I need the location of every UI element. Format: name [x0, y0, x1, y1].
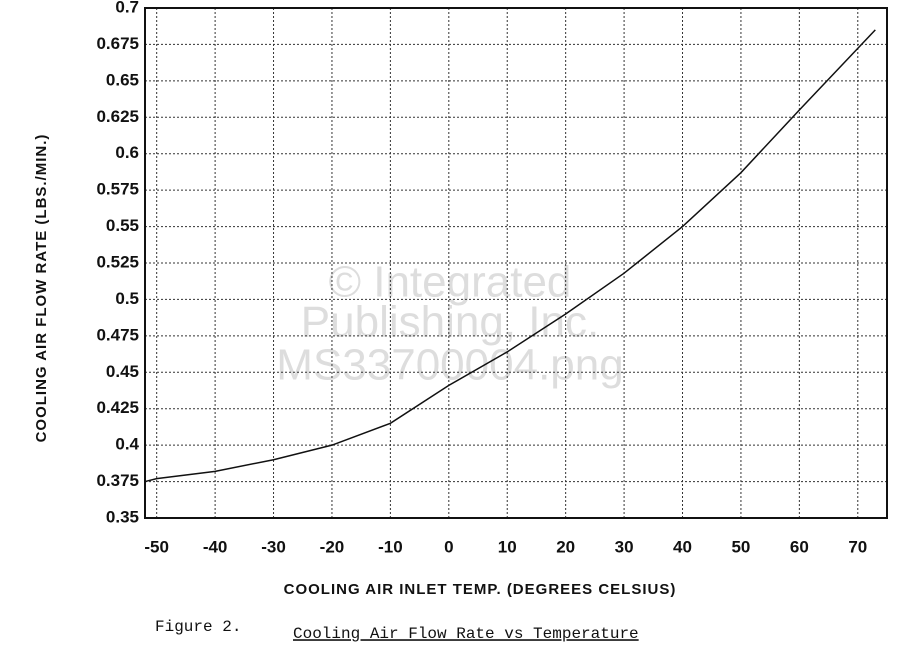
x-tick-label: 0 — [444, 537, 453, 556]
y-tick-label: 0.475 — [96, 325, 139, 344]
y-tick-label: 0.375 — [96, 471, 139, 490]
y-tick-label: 0.35 — [106, 507, 139, 526]
x-tick-label: 60 — [790, 537, 809, 556]
y-tick-label: 0.65 — [106, 70, 139, 89]
x-tick-label: 70 — [848, 537, 867, 556]
y-tick-label: 0.7 — [115, 0, 139, 16]
y-tick-label: 0.55 — [106, 216, 139, 235]
x-axis-label: COOLING AIR INLET TEMP. (DEGREES CELSIUS… — [284, 581, 677, 598]
plot-frame — [144, 7, 888, 519]
y-tick-label: 0.625 — [96, 107, 139, 126]
y-tick-label: 0.45 — [106, 362, 139, 381]
caption-prefix: Figure 2. — [155, 618, 241, 636]
data-line — [144, 29, 876, 483]
watermark-line: Publishing, Inc. — [301, 298, 599, 347]
y-tick-label: 0.5 — [115, 289, 139, 308]
x-tick-label: -40 — [203, 537, 228, 556]
y-tick-label: 0.675 — [96, 34, 139, 53]
x-tick-label: 50 — [731, 537, 750, 556]
x-tick-label: -10 — [378, 537, 403, 556]
caption: Cooling Air Flow Rate vs Temperature — [293, 625, 639, 643]
y-tick-label: 0.4 — [115, 435, 139, 454]
x-tick-label: 30 — [615, 537, 634, 556]
watermark-line: MS33700004.png — [276, 341, 623, 390]
x-tick-label: -20 — [320, 537, 345, 556]
y-tick-label: 0.6 — [115, 143, 139, 162]
y-tick-label: 0.525 — [96, 252, 139, 271]
watermark-line: © Integrated — [329, 258, 572, 307]
x-tick-label: 40 — [673, 537, 692, 556]
x-tick-label: 20 — [556, 537, 575, 556]
x-tick-label: 10 — [498, 537, 517, 556]
y-axis-label: COOLING AIR FLOW RATE (LBS./MIN.) — [33, 134, 50, 443]
x-tick-label: -30 — [261, 537, 286, 556]
y-tick-label: 0.425 — [96, 398, 139, 417]
watermark: © Integrated Publishing, Inc. MS33700004… — [276, 258, 623, 390]
x-tick-label: -50 — [144, 537, 169, 556]
y-tick-label: 0.575 — [96, 180, 139, 199]
